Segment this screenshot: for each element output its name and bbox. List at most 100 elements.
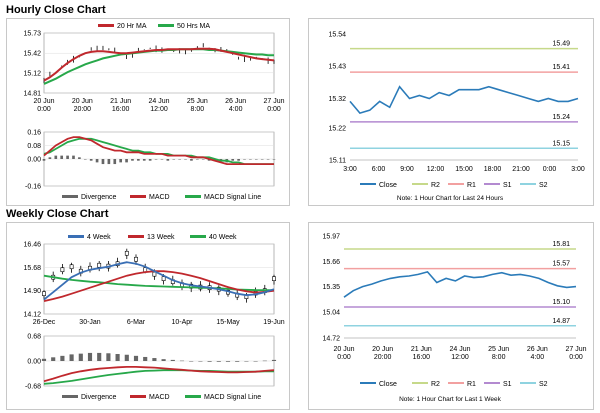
- weekly-price-y-tick-label: 14.90: [23, 288, 41, 295]
- hourly-close-x-tick-label: 18:00: [484, 166, 502, 173]
- weekly-close-note: Note: 1 Hour Chart for Last 1 Week: [399, 396, 502, 403]
- weekly-price-candle: [134, 256, 138, 262]
- weekly-close-x-tick-label: 21 Jun 16:00: [411, 346, 432, 361]
- hourly-close-x-tick-label: 3:00: [343, 166, 357, 173]
- hourly-divergence-bar: [178, 159, 181, 160]
- weekly-macd-line: [43, 366, 275, 383]
- weekly-close-x-tick-label: 20 Jun 20:00: [372, 346, 393, 361]
- hourly-close-x-tick-label: 21:00: [512, 166, 530, 173]
- weekly-price-candle: [60, 267, 65, 273]
- hourly-divergence-bar: [231, 159, 235, 161]
- hourly-divergence-bar: [260, 159, 264, 160]
- weekly-macd-y-tick-label: 0.00: [27, 359, 41, 366]
- weekly-legend-macd-text: MACD: [149, 394, 170, 401]
- hourly-divergence-bar: [254, 159, 258, 160]
- weekly-legend-divergence-swatch: [62, 395, 78, 398]
- weekly-divergence-bar: [207, 361, 212, 362]
- weekly-divergence-bar: [78, 353, 83, 361]
- weekly-legend-macd-swatch: [130, 395, 146, 398]
- hourly-divergence-bar: [66, 155, 69, 159]
- weekly-price-candle: [97, 262, 102, 268]
- weekly-divergence-bar: [179, 360, 185, 362]
- hourly-legend-20hr-ma-swatch: [98, 24, 114, 27]
- hourly-close-legend-s1-swatch: [484, 183, 500, 185]
- weekly-divergence-bar: [225, 361, 231, 362]
- hourly-close-y-tick-label: 15.54: [328, 32, 346, 39]
- hourly-close-x-tick-label: 0:00: [543, 166, 557, 173]
- weekly-13wk-ma-line: [43, 270, 275, 302]
- hourly-20hr-ma-line: [43, 47, 275, 82]
- hourly-legend-macd-swatch: [130, 195, 146, 198]
- hourly-left-panel: [6, 18, 290, 206]
- weekly-legend-signal-text: MACD Signal Line: [204, 394, 261, 401]
- hourly-price-x-tick-label: 26 Jun 4:00: [225, 98, 246, 113]
- weekly-close-legend-s1-swatch: [484, 382, 500, 384]
- hourly-section-title: Hourly Close Chart: [6, 4, 106, 16]
- weekly-divergence-bar: [115, 354, 120, 361]
- hourly-close-y-tick-label: 15.32: [328, 96, 346, 103]
- hourly-macd-y-tick-label: -0.16: [25, 184, 41, 191]
- hourly-close-x-tick-label: 3:00: [571, 166, 585, 173]
- weekly-price-x-tick-label: 15-May: [216, 319, 240, 326]
- hourly-level-s1-label: 15.24: [552, 114, 570, 121]
- weekly-close-y-tick-label: 15.97: [322, 234, 340, 241]
- weekly-close-legend-r2-text: R2: [431, 381, 440, 388]
- weekly-divergence-bar: [133, 355, 139, 361]
- hourly-price-y-tick-label: 15.12: [23, 70, 41, 77]
- weekly-price-x-tick-label: 6-Mar: [127, 319, 146, 326]
- hourly-divergence-bar: [54, 155, 58, 159]
- hourly-close-x-tick-label: 6:00: [372, 166, 386, 173]
- hourly-price-x-tick-label: 21 Jun 16:00: [110, 98, 131, 113]
- hourly-divergence-bar: [190, 159, 193, 161]
- hourly-close-y-tick-label: 15.11: [329, 158, 346, 165]
- weekly-price-candle: [152, 271, 157, 277]
- hourly-macd-line: [43, 136, 274, 165]
- weekly-section-title: Weekly Close Chart: [6, 208, 109, 220]
- hourly-price-y-tick-label: 15.73: [23, 31, 41, 38]
- weekly-divergence-bar: [161, 359, 166, 361]
- weekly-price-y-tick-label: 16.46: [23, 242, 41, 249]
- weekly-price-plot-frame: [43, 243, 275, 315]
- hourly-divergence-bar: [125, 159, 128, 163]
- weekly-divergence-bar: [69, 354, 74, 361]
- weekly-macd-y-tick-label: 0.68: [27, 334, 41, 341]
- weekly-close-y-tick-label: 15.66: [322, 259, 340, 266]
- weekly-4wk-ma-line: [43, 261, 275, 301]
- weekly-macd-y-tick-label: -0.68: [25, 384, 41, 391]
- hourly-legend-divergence-swatch: [62, 195, 78, 198]
- hourly-legend-50hr-ma-swatch: [158, 24, 174, 27]
- weekly-price-candle: [69, 264, 74, 270]
- weekly-divergence-bar: [244, 361, 249, 362]
- hourly-legend-signal-text: MACD Signal Line: [204, 194, 261, 201]
- weekly-price-candle: [42, 291, 46, 296]
- hourly-divergence-bar: [95, 159, 99, 163]
- weekly-close-y-tick-label: 15.35: [322, 284, 340, 291]
- weekly-legend-signal-swatch: [185, 395, 201, 398]
- weekly-divergence-bar: [124, 354, 129, 361]
- hourly-divergence-bar: [272, 159, 276, 160]
- hourly-divergence-bar: [237, 159, 240, 161]
- weekly-close-x-tick-label: 20 Jun 0:00: [333, 346, 354, 361]
- weekly-close-legend-s1-text: S1: [503, 381, 512, 388]
- hourly-legend-macd-text: MACD: [149, 194, 170, 201]
- hourly-price-x-tick-label: 27 Jun 0:00: [263, 98, 284, 113]
- hourly-legend-divergence-text: Divergence: [81, 194, 117, 201]
- hourly-close-y-tick-label: 15.43: [328, 64, 346, 71]
- hourly-price-y-tick-label: 15.42: [23, 51, 41, 58]
- weekly-legend-4wk-swatch: [68, 235, 84, 238]
- weekly-close-x-tick-label: 26 Jun 4:00: [527, 346, 548, 361]
- weekly-close-x-tick-label: 24 Jun 12:00: [449, 346, 470, 361]
- hourly-divergence-bar: [160, 159, 164, 160]
- weekly-divergence-bar: [262, 360, 267, 362]
- weekly-price-x-tick-label: 26-Dec: [33, 319, 56, 326]
- weekly-close-legend-s2-text: S2: [539, 381, 548, 388]
- weekly-level-r1-label: 15.57: [552, 261, 570, 268]
- weekly-divergence-bar: [198, 361, 203, 362]
- hourly-close-legend-s1-text: S1: [503, 182, 512, 189]
- weekly-price-y-tick-label: 15.68: [23, 265, 41, 272]
- hourly-level-r1-label: 15.41: [552, 64, 570, 71]
- weekly-divergence-bar: [216, 361, 221, 362]
- weekly-level-r2-label: 15.81: [552, 241, 570, 248]
- weekly-legend-40wk-swatch: [190, 235, 206, 238]
- hourly-divergence-bar: [249, 159, 252, 160]
